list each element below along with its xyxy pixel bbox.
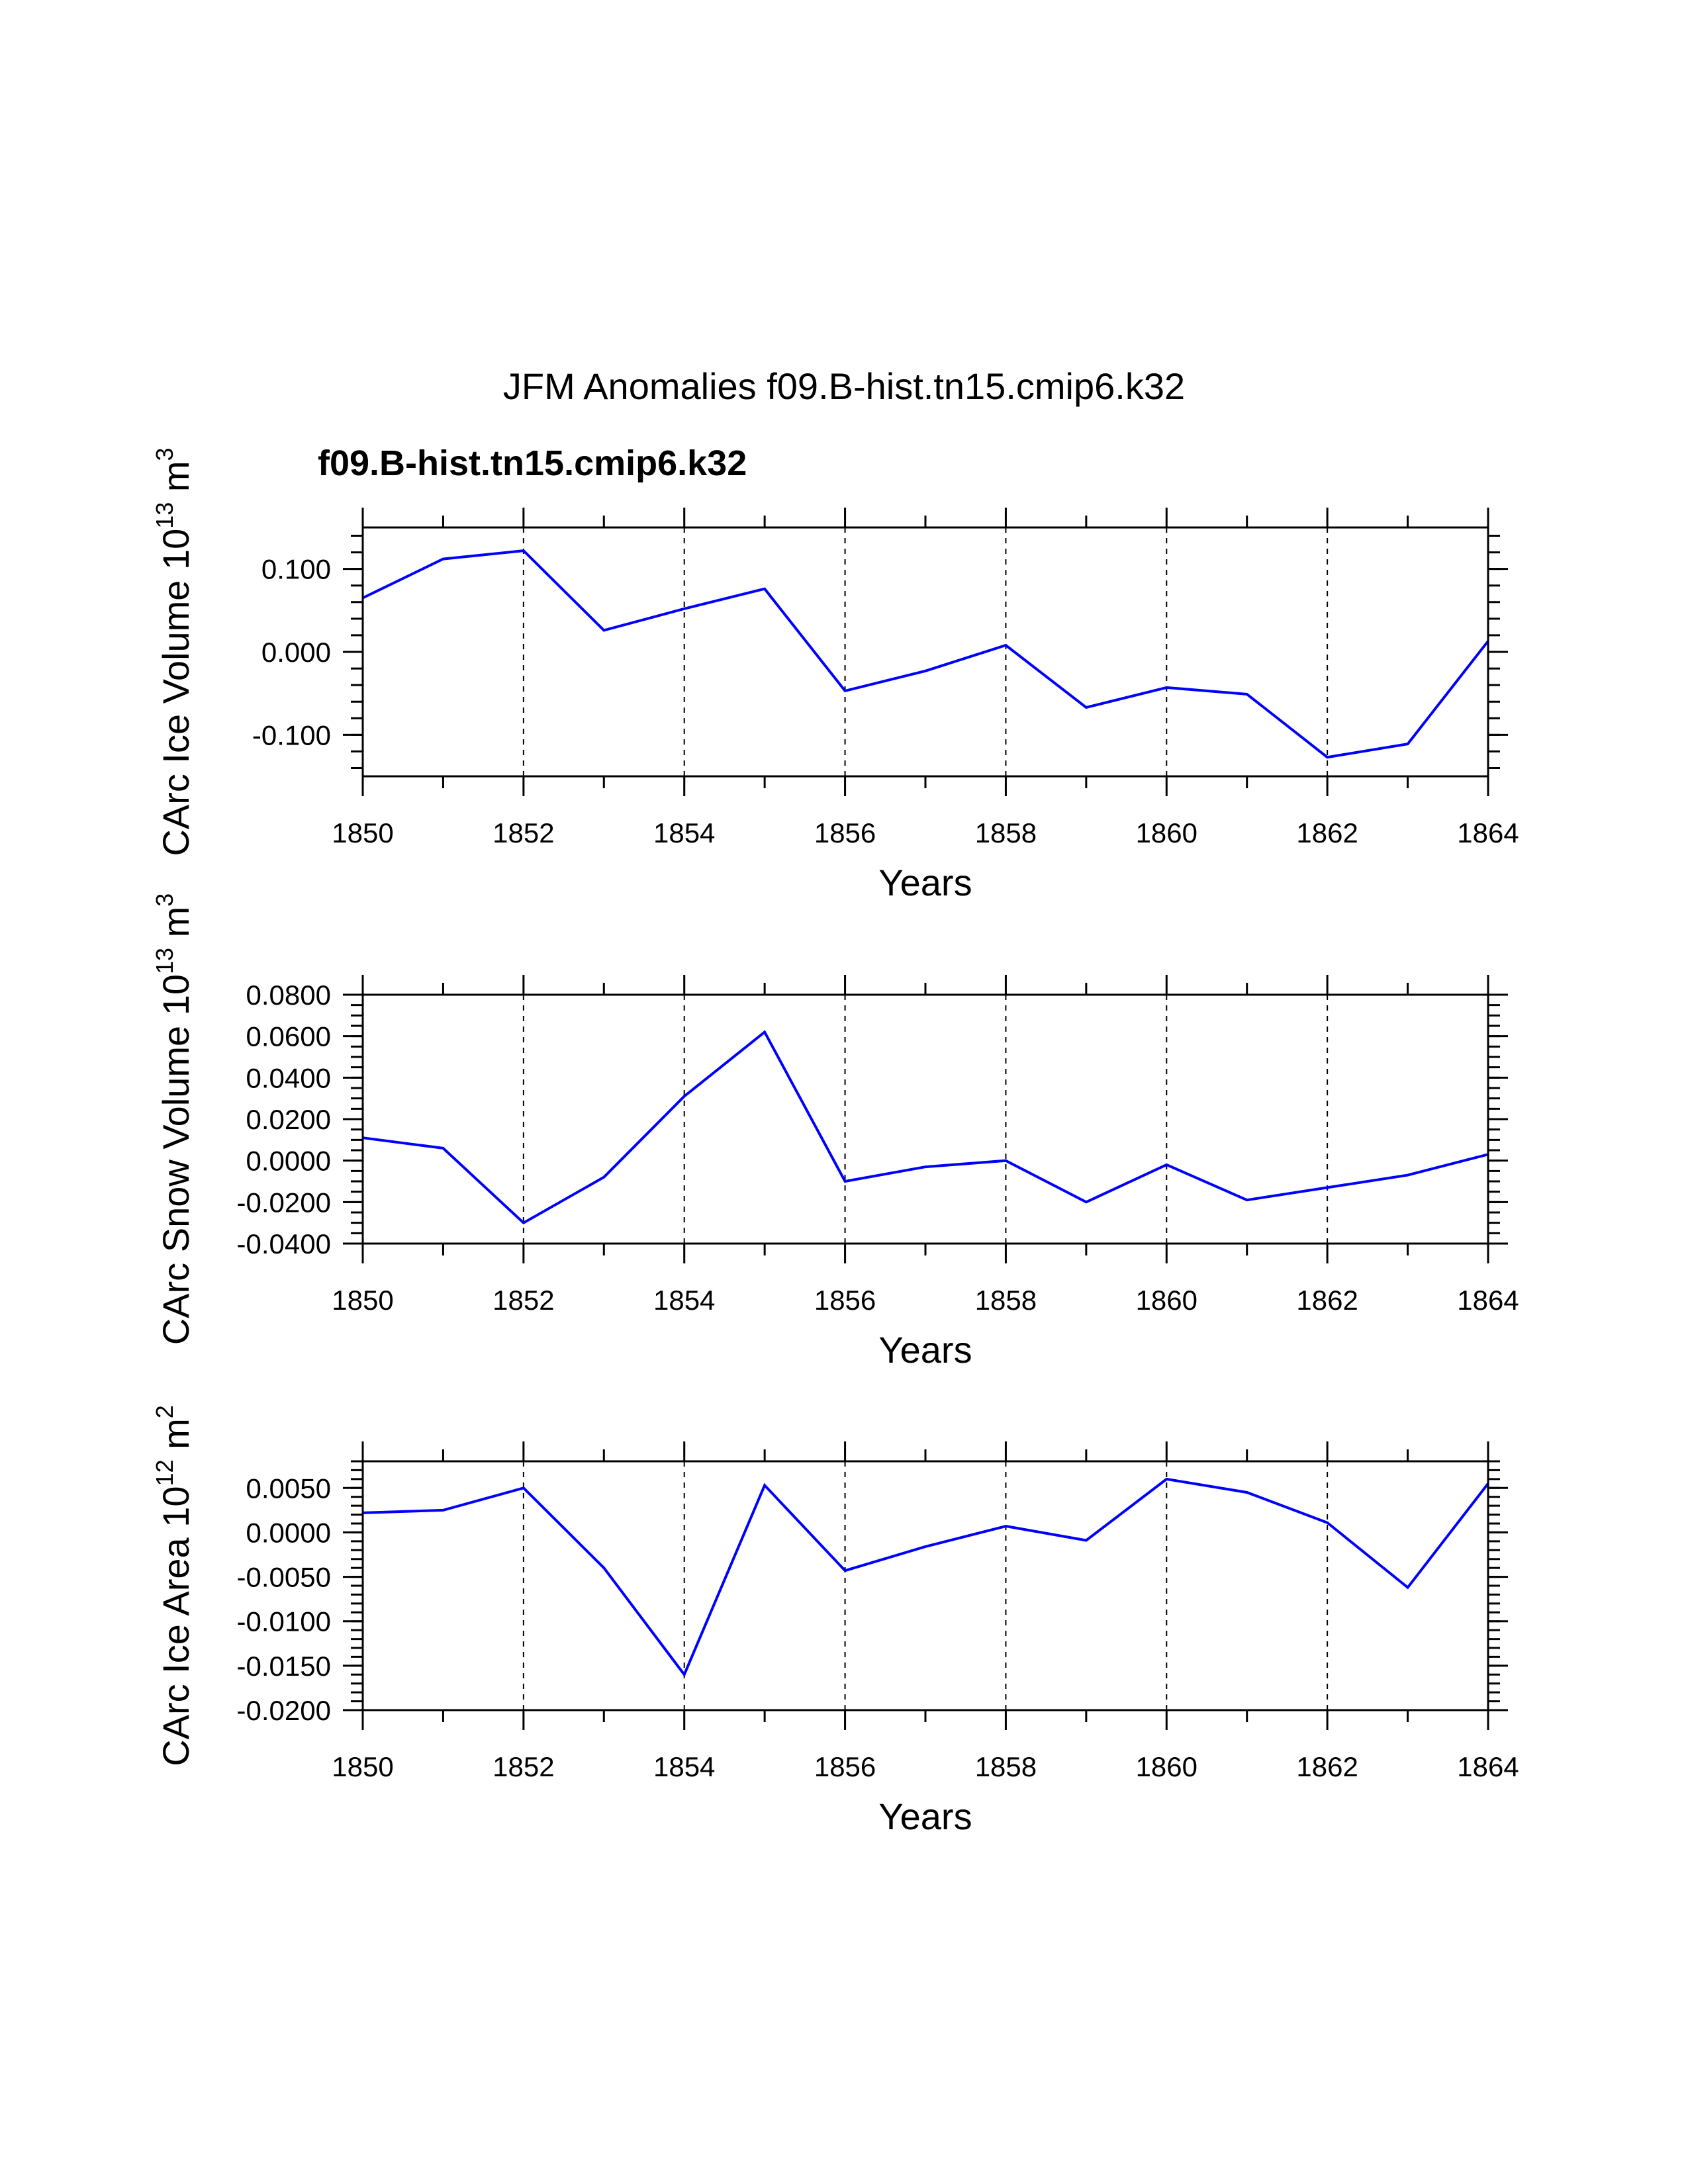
y-tick-label: -0.0200 (237, 1187, 331, 1218)
panel-3: 1850 1852 1854 1856 1858 1860 1862 1864 Years -0.… (151, 1405, 1519, 1837)
x-tick-label: 1860 (1136, 817, 1197, 848)
y-tick-label: -0.100 (252, 719, 331, 751)
y-axis-label: CArc Ice Area 1012 m2 (151, 1405, 197, 1766)
y-label-unit: m (155, 1418, 197, 1459)
x-tick-label: 1858 (975, 817, 1037, 848)
y-tick-label: -0.0150 (237, 1651, 331, 1682)
panel-2: 1850 1852 1854 1856 1858 1860 1862 1864 Years -0.… (151, 893, 1519, 1371)
y-tick-label: -0.0200 (237, 1695, 331, 1726)
x-tick-label: 1864 (1457, 817, 1519, 848)
y-label-unit-exponent: 3 (151, 893, 178, 907)
y-label-main: CArc Ice Area 10 (155, 1486, 197, 1766)
x-tick-label: 1862 (1296, 1285, 1358, 1316)
x-tick-label: 1850 (332, 1751, 393, 1782)
y-label-main: CArc Ice Volume 10 (155, 529, 197, 856)
x-tick-label: 1858 (975, 1751, 1037, 1782)
x-tick-label: 1852 (492, 817, 554, 848)
y-tick-label: 0.000 (261, 637, 331, 668)
x-axis-label: Years (878, 862, 972, 903)
x-tick-label: 1860 (1136, 1285, 1197, 1316)
series-line (362, 1030, 1489, 1225)
x-tick-label: 1854 (653, 1285, 715, 1316)
y-label-unit: m (155, 461, 197, 502)
x-tick-label: 1856 (814, 817, 876, 848)
x-tick-label: 1856 (814, 1751, 876, 1782)
x-tick-label: 1850 (332, 817, 393, 848)
x-tick-label: 1864 (1457, 1285, 1519, 1316)
y-axis-label: CArc Snow Volume 1013 m3 (151, 893, 197, 1345)
x-tick-label: 1856 (814, 1285, 876, 1316)
x-tick-label: 1862 (1296, 817, 1358, 848)
y-tick-label: -0.0400 (237, 1228, 331, 1259)
y-label-unit: m (155, 907, 197, 948)
x-tick-label: 1858 (975, 1285, 1037, 1316)
y-tick-label: 0.0600 (246, 1021, 331, 1052)
x-tick-label: 1852 (492, 1751, 554, 1782)
panels-group: 1850 1852 1854 1856 1858 1860 1862 1864 Years -0.… (151, 447, 1519, 1837)
y-tick-label: 0.0000 (246, 1146, 331, 1177)
x-tick-label: 1854 (653, 1751, 715, 1782)
x-axis-label: Years (878, 1329, 972, 1371)
y-tick-label: -0.0050 (237, 1562, 331, 1593)
series-line (362, 1477, 1489, 1678)
y-tick-label: 0.0400 (246, 1062, 331, 1093)
y-tick-label: 0.0800 (246, 979, 331, 1011)
x-tick-label: 1862 (1296, 1751, 1358, 1782)
y-label-main: CArc Snow Volume 10 (155, 974, 197, 1345)
y-label-exponent: 13 (151, 502, 178, 529)
case-label: f09.B-hist.tn15.cmip6.k32 (318, 443, 747, 483)
x-tick-label: 1850 (332, 1285, 393, 1316)
x-tick-label: 1860 (1136, 1751, 1197, 1782)
figure-title: JFM Anomalies f09.B-hist.tn15.cmip6.k32 (503, 365, 1185, 407)
y-tick-label: 0.0050 (246, 1473, 331, 1504)
x-tick-label: 1854 (653, 817, 715, 848)
y-label-unit-exponent: 3 (151, 447, 178, 461)
x-axis-label: Years (878, 1796, 972, 1837)
y-label-unit-exponent: 2 (151, 1405, 178, 1418)
y-label-exponent: 12 (151, 1459, 178, 1486)
y-tick-label: 0.100 (261, 554, 331, 585)
x-tick-label: 1864 (1457, 1751, 1519, 1782)
y-axis-label: CArc Ice Volume 1013 m3 (151, 447, 197, 856)
y-label-exponent: 13 (151, 948, 178, 974)
series-line (362, 549, 1489, 759)
y-tick-label: 0.0200 (246, 1104, 331, 1135)
x-tick-label: 1852 (492, 1285, 554, 1316)
y-tick-label: 0.0000 (246, 1517, 331, 1548)
panel-1: 1850 1852 1854 1856 1858 1860 1862 1864 Years -0.… (151, 447, 1519, 903)
y-tick-label: -0.0100 (237, 1606, 331, 1637)
